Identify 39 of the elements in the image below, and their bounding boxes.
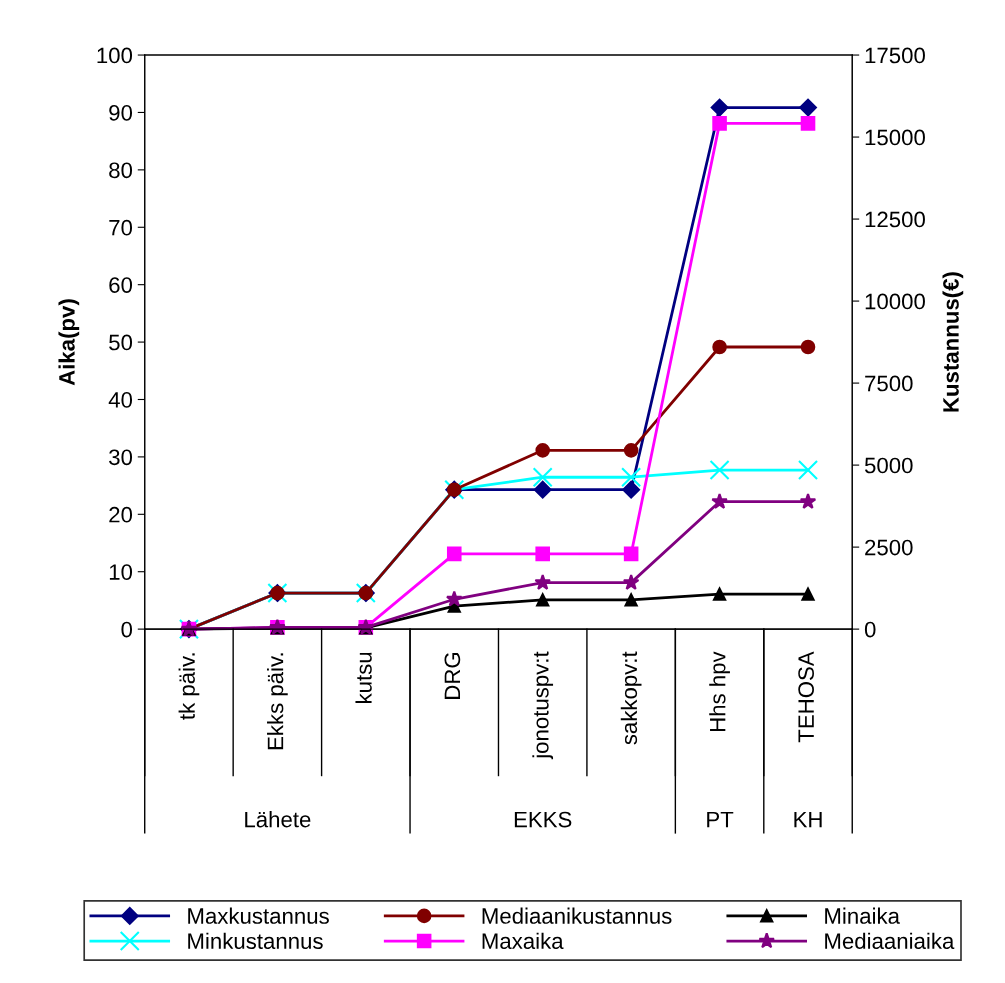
text: KH bbox=[794, 811, 822, 828]
legend-label: Minaika bbox=[825, 907, 900, 924]
legend-label: Mediaaniaika bbox=[825, 932, 955, 950]
x-tick-label: kutsu bbox=[355, 652, 372, 703]
y-tick-label: 0 bbox=[121, 621, 133, 638]
y-tick-label: 80 bbox=[109, 162, 133, 179]
legend-label: Minkustannus bbox=[188, 932, 323, 950]
text: Lähete bbox=[245, 811, 311, 828]
y2-tick-label: 2500 bbox=[865, 539, 913, 556]
y-tick-label: 70 bbox=[109, 219, 133, 236]
y-tick-label: 100 bbox=[97, 47, 133, 64]
x-tick-label: Hhs hpv bbox=[709, 651, 730, 732]
x-tick-label: sakkopv:t bbox=[620, 651, 642, 745]
y-axis-title: Aika(pv) bbox=[58, 299, 80, 386]
y2-tick-label: 12500 bbox=[865, 211, 925, 228]
y2-tick-label: 17500 bbox=[865, 47, 925, 64]
y2-tick-label: 10000 bbox=[865, 293, 925, 310]
y-tick-label: 60 bbox=[109, 277, 133, 293]
y2-tick-label: 0 bbox=[864, 621, 876, 638]
y2-tick-label: 5000 bbox=[864, 457, 913, 474]
y2-axis-title: Kustannus(€) bbox=[942, 272, 964, 412]
legend-label: Maxkustannus bbox=[188, 907, 329, 924]
y2-tick-label: 7500 bbox=[865, 375, 913, 392]
y-tick-label: 90 bbox=[109, 104, 133, 121]
y-tick-label: 40 bbox=[108, 392, 133, 408]
text: EKKS bbox=[514, 811, 572, 828]
legend-label: Maxaika bbox=[482, 932, 564, 950]
legend-label: Mediaanikustannus bbox=[482, 907, 672, 924]
x-tick-label: jonotuspv:t bbox=[532, 651, 554, 760]
y-tick-label: 50 bbox=[109, 334, 133, 351]
y-tick-label: 30 bbox=[109, 449, 133, 466]
text: PT bbox=[707, 811, 734, 828]
y2-tick-label: 15000 bbox=[865, 129, 925, 146]
y-tick-label: 20 bbox=[109, 506, 133, 523]
x-tick-label: DRG bbox=[444, 653, 461, 699]
x-tick-label: Ekks päiv. bbox=[267, 653, 288, 750]
x-tick-label: TEHOSA bbox=[798, 651, 814, 743]
x-tick-label: tk päiv. bbox=[178, 653, 200, 720]
y-tick-label: 10 bbox=[109, 564, 133, 580]
